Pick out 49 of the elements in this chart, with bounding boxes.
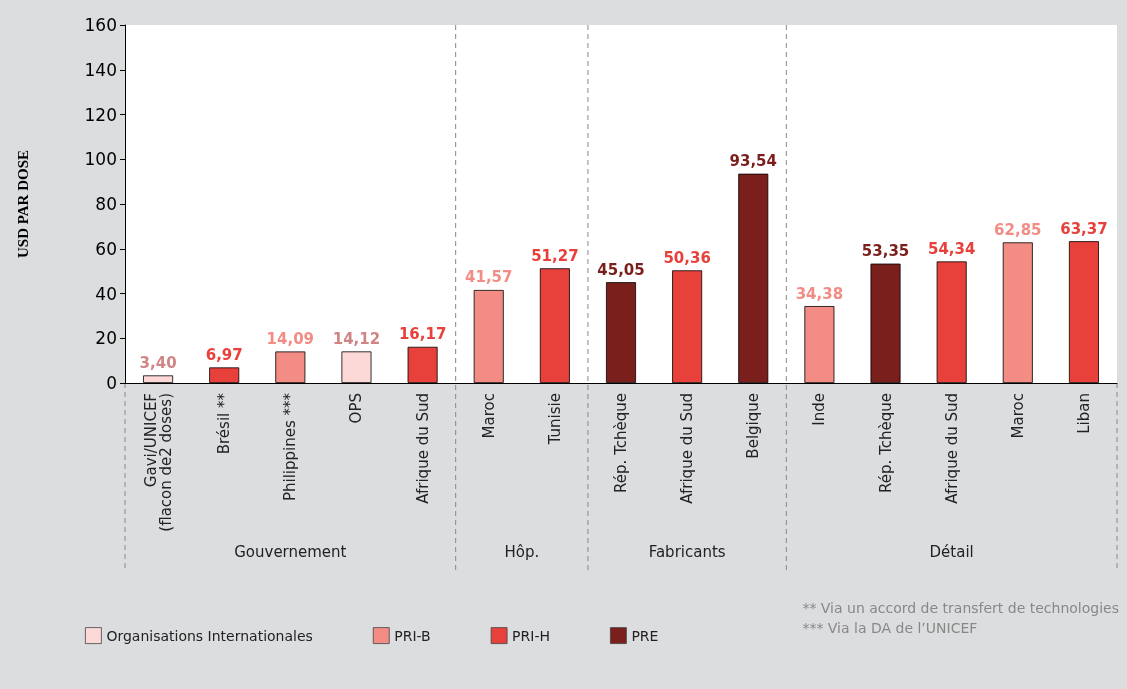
x-tick-label: Maroc [479, 393, 498, 439]
y-tick-label: 20 [95, 328, 117, 349]
x-tick-label: Rép. Tchèque [612, 393, 630, 493]
data-label: 34,38 [795, 284, 844, 303]
data-label: 63,37 [1060, 219, 1108, 238]
y-axis-title: USD PAR DOSE [14, 149, 31, 259]
y-tick-label: 140 [84, 59, 117, 80]
x-tick-label: Liban [1074, 393, 1093, 434]
y-tick-label: 0 [106, 373, 117, 393]
data-label: 93,54 [729, 152, 777, 171]
x-tick-label: Philippines *** [281, 392, 300, 502]
data-label: 16,17 [398, 325, 447, 344]
legend-label: PRI-B [394, 627, 431, 644]
y-tick-label: 160 [84, 15, 117, 35]
data-label: 45,05 [597, 260, 645, 279]
data-label: 51,27 [531, 246, 579, 265]
x-tick-label: Brésil ** [215, 392, 234, 455]
x-tick-label: Afrique du Sud [678, 393, 697, 504]
x-tick-label: Belgique [744, 393, 763, 459]
text: Hôp. [504, 543, 540, 561]
y-tick-label: 60 [95, 238, 117, 259]
text: Détail [929, 543, 974, 561]
legend-label: Organisations Internationales [106, 627, 313, 644]
x-tick-label: Tunisie [545, 393, 564, 446]
legend-label: PRI-H [512, 627, 550, 644]
x-tick-label: Inde [810, 393, 829, 426]
data-label: 62,85 [994, 220, 1042, 239]
data-label: 3,40 [139, 353, 177, 372]
data-label: 6,97 [205, 345, 243, 364]
data-label: 14,12 [332, 329, 381, 348]
y-tick-label: 120 [84, 104, 117, 125]
x-tick-label: OPS [347, 393, 366, 424]
data-label: 50,36 [663, 248, 711, 267]
data-label: 14,09 [266, 329, 315, 348]
data-label: 41,57 [465, 268, 513, 287]
text: Gouvernement [234, 543, 347, 561]
x-tick-label: Afrique du Sud [413, 393, 432, 504]
x-tick-label: Maroc [1008, 393, 1027, 439]
data-label: 53,35 [861, 242, 910, 261]
data-label: 54,34 [927, 239, 976, 258]
y-tick-label: 80 [95, 194, 117, 214]
text: Fabricants [648, 543, 726, 561]
legend-label: PRE [631, 627, 659, 644]
x-tick-label: Gavi/UNICEF (flacon de2 doses) [141, 393, 175, 532]
y-tick-label: 100 [84, 149, 117, 170]
text: ** Via un accord de transfert de technologies *** Via la DA de l’UNICEF [802, 600, 1120, 636]
x-tick-label: Rép. Tchèque [876, 393, 895, 493]
y-tick-label: 40 [95, 283, 117, 304]
x-tick-label: Afrique du Sud [942, 393, 961, 504]
